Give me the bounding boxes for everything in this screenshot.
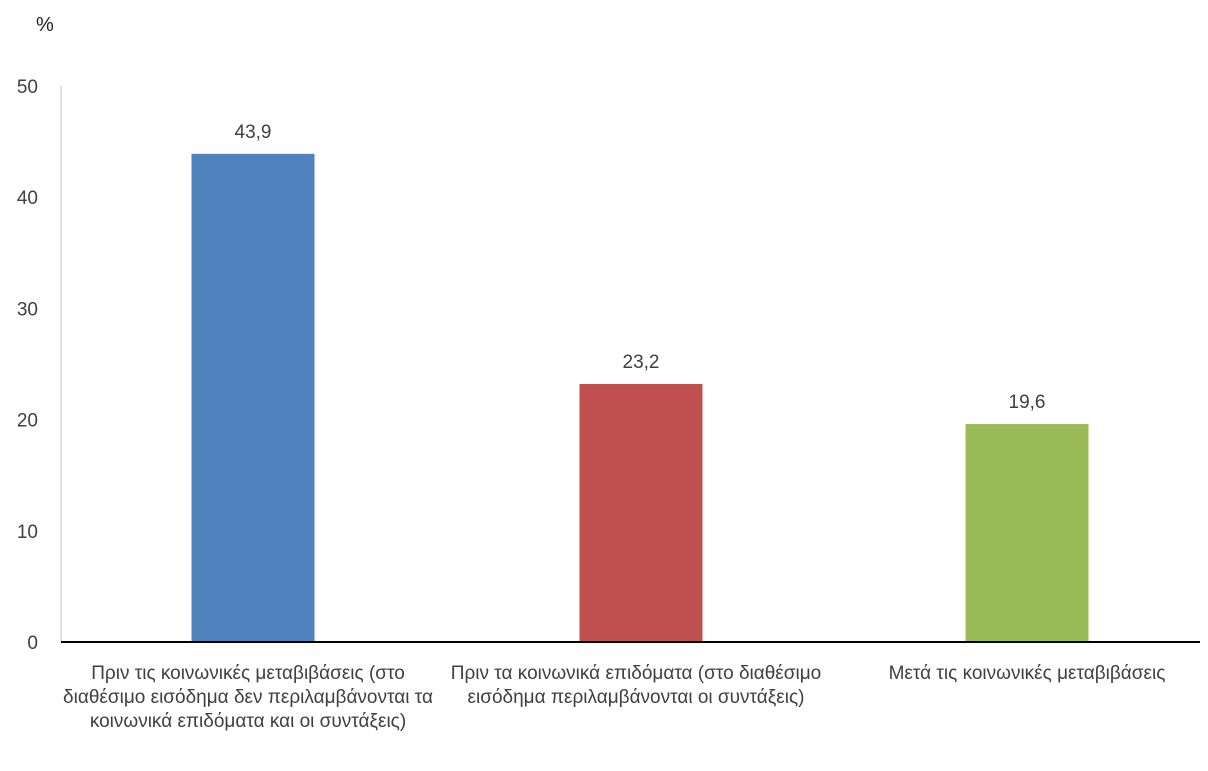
data-label-3: 19,6 <box>1009 392 1046 413</box>
bar-2 <box>579 384 703 642</box>
data-label-2: 23,2 <box>623 352 660 373</box>
data-label-1: 43,9 <box>235 122 272 143</box>
y-tick-label-4: 40 <box>17 188 38 209</box>
bar-3 <box>965 424 1089 642</box>
bar-1 <box>191 153 315 642</box>
category-label-3: Μετά τις κοινωνικές μεταβιβάσεις <box>888 663 1166 684</box>
y-tick-label-5: 50 <box>17 77 38 98</box>
y-tick-label-3: 30 <box>17 299 38 320</box>
category-label-2: Πριν τα κοινωνικά επιδόματα (στο διαθέσι… <box>450 663 822 708</box>
y-tick-label-1: 10 <box>17 522 38 543</box>
y-axis-label: % <box>36 14 54 36</box>
y-tick-label-0: 0 <box>27 633 38 654</box>
y-tick-label-2: 20 <box>17 411 38 432</box>
category-label-1: Πριν τις κοινωνικές μεταβιβάσεις (στο δι… <box>63 663 433 732</box>
